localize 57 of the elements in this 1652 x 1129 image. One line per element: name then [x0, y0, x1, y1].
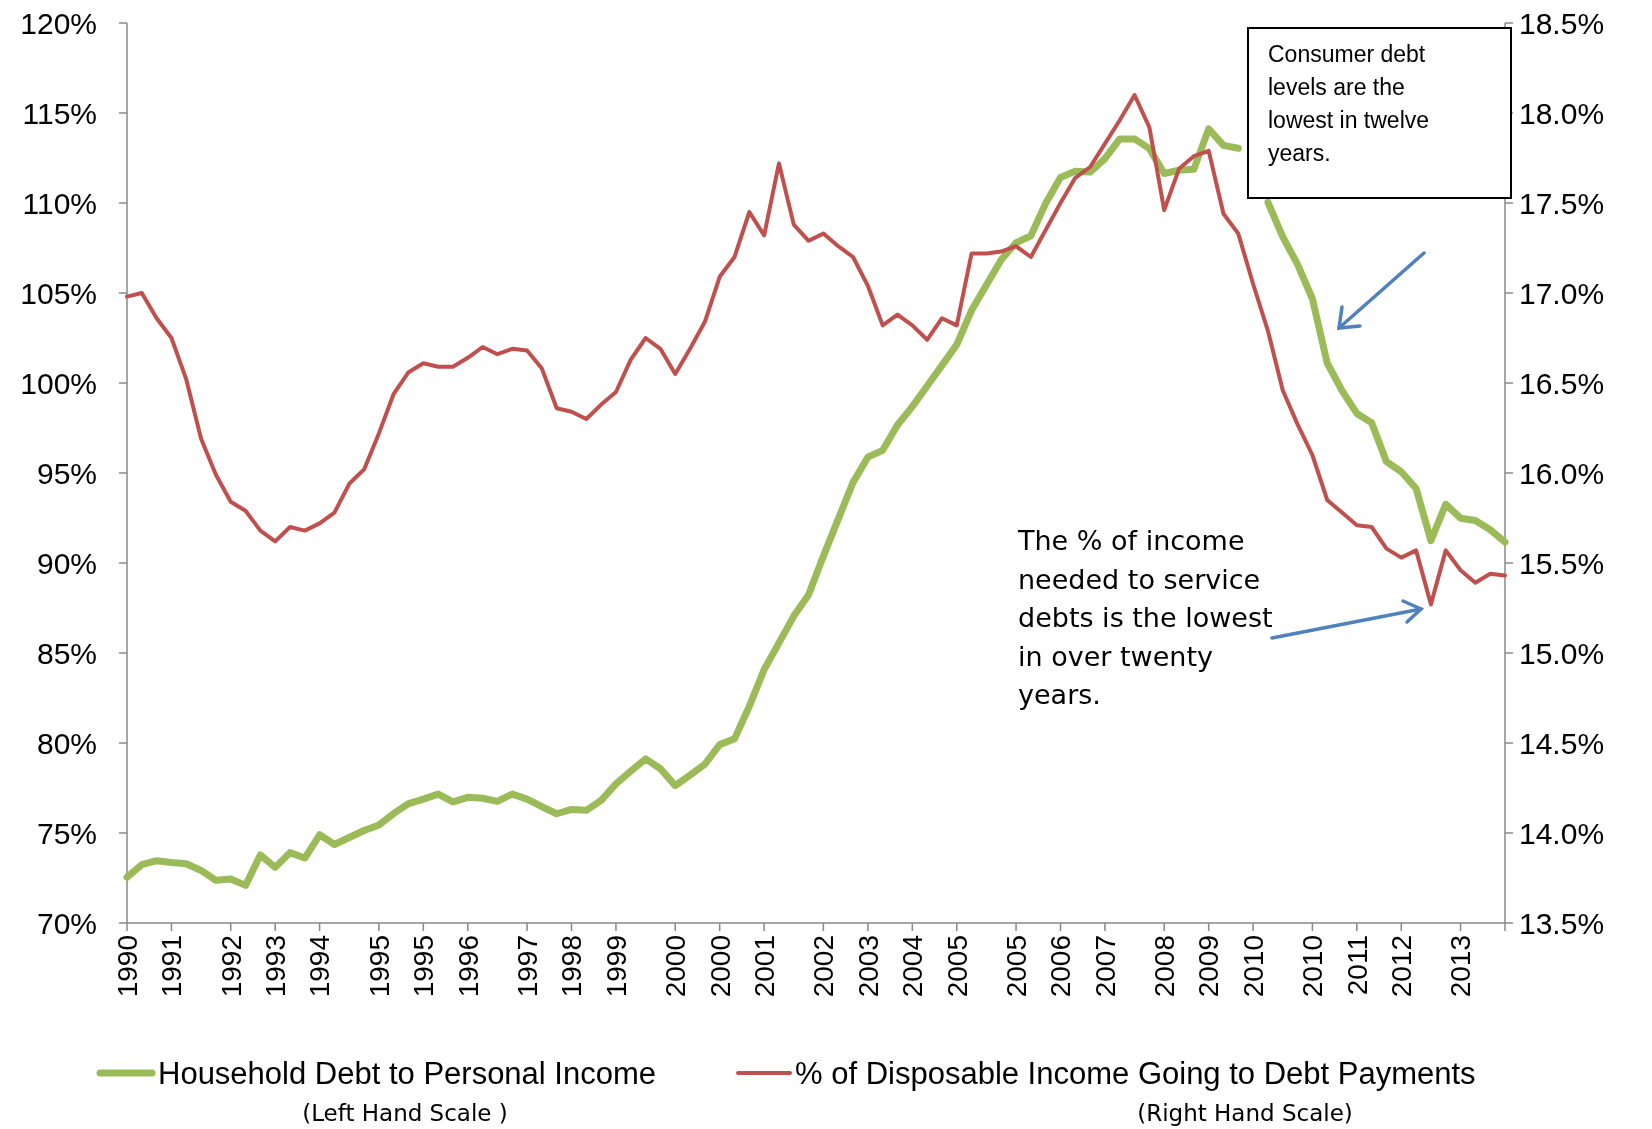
- x-tick-label: 2010: [1297, 935, 1329, 998]
- x-tick-label: 1992: [215, 935, 247, 998]
- text: (Right Hand Scale): [1137, 1100, 1353, 1127]
- y2-tick-label: 14.5%: [1519, 726, 1605, 760]
- y-tick-label: 100%: [20, 366, 97, 400]
- x-tick-label: 2012: [1386, 935, 1418, 998]
- x-tick-label: 2005: [1000, 935, 1032, 998]
- y2-tick-label: 13.5%: [1519, 906, 1605, 940]
- x-tick-label: 2001: [748, 935, 780, 998]
- x-tick-label: 1997: [511, 935, 543, 998]
- y2-tick-label: 17.0%: [1519, 276, 1605, 310]
- y-tick-label: 70%: [36, 906, 97, 940]
- x-tick-label: 2000: [704, 935, 736, 998]
- y2-tick-label: 18.0%: [1519, 96, 1605, 130]
- x-tick-label: 1995: [363, 935, 395, 998]
- y-tick-label: 120%: [20, 6, 97, 40]
- x-tick-label: 2013: [1445, 935, 1477, 998]
- x-tick-label: 1991: [156, 935, 188, 998]
- x-tick-label: 1990: [111, 935, 143, 998]
- legend-label: Household Debt to Personal Income: [158, 1055, 657, 1091]
- x-tick-label: 2010: [1237, 935, 1269, 998]
- y2-tick-label: 16.0%: [1519, 456, 1605, 490]
- y-tick-label: 75%: [36, 816, 97, 850]
- line-series: [125, 93, 1507, 607]
- x-tick-label: 2011: [1341, 935, 1373, 996]
- x-tick-label: 2003: [852, 935, 884, 998]
- y-tick-label: 95%: [36, 456, 97, 490]
- x-tick-label: 1995: [408, 935, 440, 998]
- y-tick-label: 80%: [36, 726, 97, 760]
- y-tick-label: 85%: [36, 636, 97, 670]
- y2-tick-label: 18.5%: [1519, 6, 1605, 40]
- y2-tick-label: 17.5%: [1519, 186, 1605, 220]
- y2-tick-label: 14.0%: [1519, 816, 1605, 850]
- legend-label: % of Disposable Income Going to Debt Payments: [795, 1055, 1476, 1091]
- annotation: The % of income needed to service debts is the lowest in over twenty years.: [1017, 525, 1273, 710]
- x-tick-label: 2009: [1193, 935, 1225, 998]
- y-tick-label: 110%: [22, 186, 97, 220]
- x-tick-label: 1994: [304, 935, 336, 998]
- x-tick-label: 2004: [897, 935, 929, 998]
- annotation: Consumer debt levels are the lowest in twelve years.: [1268, 41, 1430, 166]
- x-tick-label: 2007: [1089, 935, 1121, 998]
- x-tick-label: 1999: [600, 935, 632, 998]
- y-tick-label: 90%: [36, 546, 97, 580]
- x-tick-label: 1993: [259, 935, 291, 998]
- x-tick-label: 2008: [1149, 935, 1180, 998]
- x-tick-label: 2002: [808, 935, 840, 998]
- text: (Left Hand Scale ): [302, 1100, 508, 1127]
- y2-tick-label: 16.5%: [1519, 366, 1605, 400]
- y2-tick-label: 15.0%: [1519, 636, 1605, 670]
- x-tick-label: 2000: [660, 935, 692, 998]
- x-tick-label: 2005: [941, 935, 973, 998]
- y2-tick-label: 15.5%: [1519, 546, 1605, 580]
- x-tick-label: 2006: [1045, 935, 1077, 998]
- x-tick-label: 1996: [452, 935, 484, 998]
- y-tick-label: 105%: [20, 276, 97, 310]
- x-tick-label: 1998: [556, 935, 588, 998]
- y-tick-label: 115%: [22, 96, 97, 130]
